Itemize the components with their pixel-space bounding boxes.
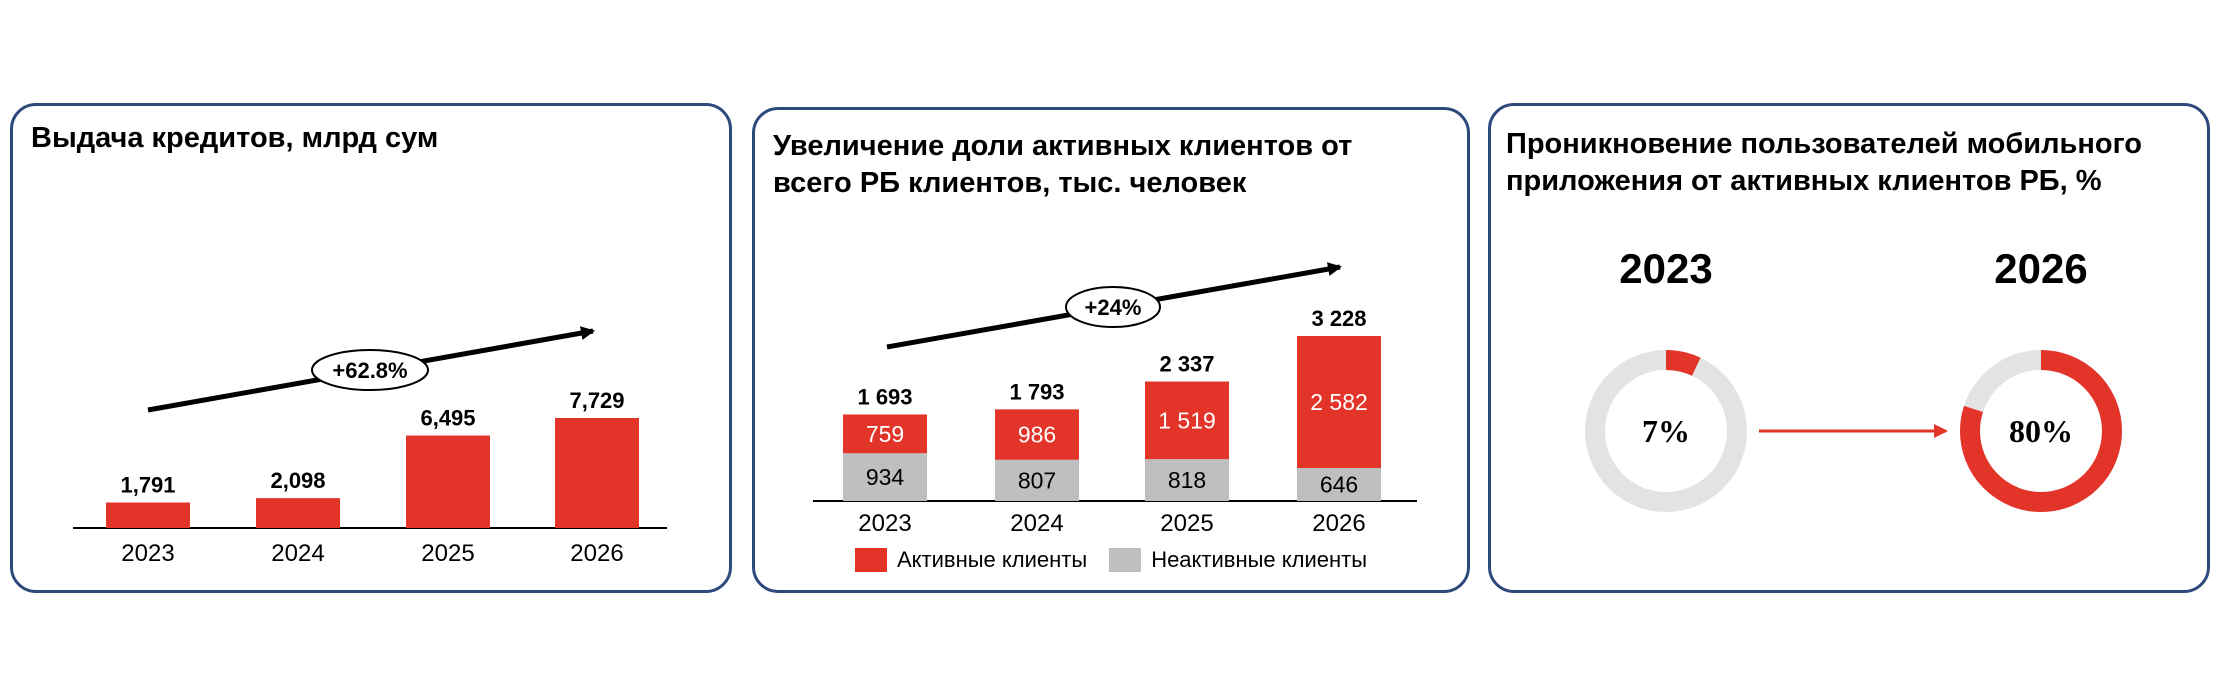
year-label-2023: 2023 xyxy=(1619,245,1712,292)
value-label-2025: 6,495 xyxy=(420,406,475,431)
x-tick-2024: 2024 xyxy=(271,540,324,567)
inactive-label-2023: 934 xyxy=(866,464,905,490)
bar-2025 xyxy=(406,435,490,528)
bar-inactive-2023 xyxy=(843,453,927,501)
legend-item-active: Активные клиенты xyxy=(855,547,1087,573)
active-label-2023: 759 xyxy=(866,421,904,447)
x-tick-2024: 2024 xyxy=(1010,510,1063,537)
x-tick-2026: 2026 xyxy=(1312,510,1365,537)
bar-2024 xyxy=(256,498,340,528)
clients-stacked-chart: 934 759 1 693 2023 807 986 1 793 2024 818 1 519 2 … xyxy=(813,262,1417,537)
legend-label-inactive: Неактивные клиенты xyxy=(1151,547,1368,572)
active-clients-panel: Увеличение доли активных клиентов от все… xyxy=(752,107,1470,593)
percent-label-2023: 7% xyxy=(1642,413,1690,449)
bar-inactive-2026 xyxy=(1297,467,1381,501)
growth-badge xyxy=(1065,286,1161,328)
bar-active-2023 xyxy=(843,414,927,454)
penetration-ring-chart: 2023 7% 2026 80% xyxy=(1585,245,2122,512)
total-label-2023: 1 693 xyxy=(857,384,912,409)
percent-label-2026: 80% xyxy=(2009,413,2073,449)
total-label-2024: 1 793 xyxy=(1009,379,1064,404)
x-tick-2025: 2025 xyxy=(1160,510,1213,537)
value-label-2024: 2,098 xyxy=(270,468,325,493)
active-label-2026: 2 582 xyxy=(1310,389,1368,415)
legend-swatch-inactive xyxy=(1109,548,1142,572)
active-label-2024: 986 xyxy=(1018,422,1056,448)
bar-active-2024 xyxy=(995,409,1079,460)
active-label-2025: 1 519 xyxy=(1158,407,1216,433)
growth-label: +62.8% xyxy=(332,358,407,383)
panel-title: Выдача кредитов, млрд сум xyxy=(31,122,439,154)
growth-label: +24% xyxy=(1085,295,1142,320)
bar-2023 xyxy=(106,502,190,528)
loans-panel: Выдача кредитов, млрд сум 1,791 2023 2,098… xyxy=(10,103,732,593)
inactive-label-2026: 646 xyxy=(1320,471,1358,497)
x-tick-2026: 2026 xyxy=(570,540,623,567)
bar-active-2026 xyxy=(1297,336,1381,468)
chart-legend: Активные клиенты Неактивные клиенты xyxy=(855,547,1389,573)
bar-2026 xyxy=(555,418,639,528)
total-label-2025: 2 337 xyxy=(1159,352,1214,377)
legend-swatch-active xyxy=(855,548,887,572)
bar-active-2025 xyxy=(1145,381,1229,460)
loans-bar-chart: 1,791 2023 2,098 2024 6,495 2025 7,729 2026 +62.… xyxy=(73,326,667,567)
bar-inactive-2024 xyxy=(995,459,1079,501)
legend-item-inactive: Неактивные клиенты xyxy=(1109,547,1367,573)
x-tick-2025: 2025 xyxy=(421,540,474,567)
x-tick-2023: 2023 xyxy=(121,540,174,567)
value-label-2023: 1,791 xyxy=(120,473,175,498)
bar-inactive-2025 xyxy=(1145,459,1229,501)
legend-label-active: Активные клиенты xyxy=(897,547,1088,572)
inactive-label-2024: 807 xyxy=(1018,467,1056,493)
x-tick-2023: 2023 xyxy=(858,510,911,537)
ring-value-2026 xyxy=(1960,350,2122,512)
total-label-2026: 3 228 xyxy=(1311,306,1366,331)
growth-badge xyxy=(311,349,429,391)
mobile-app-panel: Проникновение пользователей мобильного п… xyxy=(1488,103,2210,593)
value-label-2026: 7,729 xyxy=(569,388,624,413)
year-label-2026: 2026 xyxy=(1994,245,2087,292)
inactive-label-2025: 818 xyxy=(1168,467,1206,493)
panel-title: Проникновение пользователей мобильного п… xyxy=(1506,128,2143,197)
ring-value-2023 xyxy=(1585,350,1747,512)
panel-title: Увеличение доли активных клиентов от все… xyxy=(773,130,1353,199)
